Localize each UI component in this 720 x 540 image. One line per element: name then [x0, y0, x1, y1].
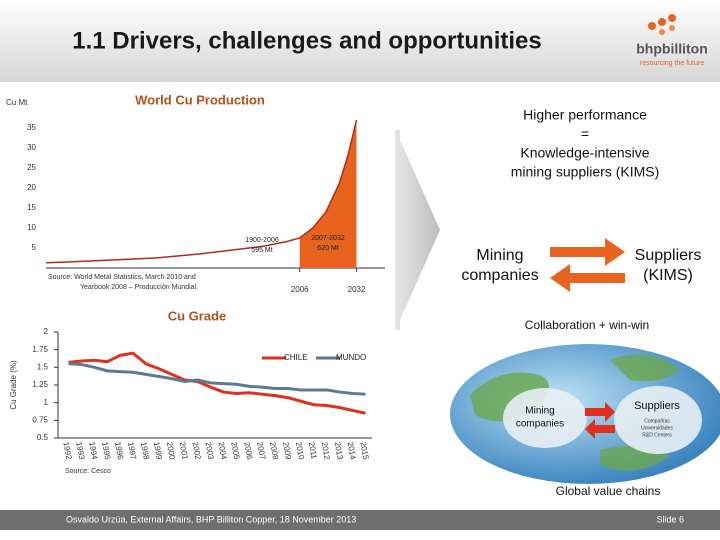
x-tick-label: 2005 — [229, 441, 241, 461]
y-tick-label: 1 — [44, 398, 49, 407]
x-tick-label: 2012 — [320, 441, 332, 461]
chart-title: Cu Grade — [168, 308, 227, 323]
slide-number: Slide 6 — [656, 514, 684, 524]
x-tick-label: 2002 — [191, 441, 203, 461]
caption: Global value chains — [556, 484, 661, 498]
production-line — [45, 119, 358, 264]
x-tick-label: 1993 — [74, 441, 86, 461]
arrow-left — [585, 419, 615, 439]
globe-node — [614, 386, 702, 454]
y-tick-label: 1.75 — [32, 345, 48, 354]
x-tick-label: 2006 — [242, 441, 254, 461]
annotation: 595 Mt — [251, 247, 272, 254]
x-tick-label: 2013 — [333, 441, 345, 461]
y-tick-label: 0.75 — [32, 415, 48, 424]
arrow-right — [585, 402, 615, 422]
y-axis-label: Cu Mt — [6, 98, 28, 107]
headline: Knowledge-intensive — [520, 145, 649, 161]
y-tick-label: 0.5 — [37, 433, 49, 442]
annotation: 620 Mt — [317, 245, 338, 252]
footer-text: Osvaldo Urzúa, External Affairs, BHP Bil… — [66, 514, 356, 524]
node-label: Suppliers — [635, 247, 702, 264]
x-tick-label: 2006 — [291, 285, 309, 294]
footer-bar — [0, 510, 720, 530]
y-tick-label: 5 — [32, 243, 37, 252]
source: Yearbook 2008 – Producción Mundial. — [80, 284, 198, 291]
headline: mining suppliers (KIMS) — [511, 164, 660, 180]
series-line — [68, 351, 366, 415]
x-tick-label: 2008 — [268, 441, 280, 461]
x-tick-label: 1999 — [152, 441, 164, 461]
y-tick-label: 1.5 — [37, 362, 49, 371]
x-tick-label: 1994 — [87, 441, 99, 461]
header-band — [0, 0, 720, 82]
x-tick-label: 1997 — [126, 441, 138, 461]
legend-label: CHILE — [284, 353, 308, 362]
x-tick-label: 2004 — [216, 441, 228, 461]
node-label: Mining — [476, 247, 523, 264]
x-tick-label: 2001 — [178, 441, 190, 461]
headline: = — [581, 126, 589, 142]
x-tick-label: 1998 — [139, 441, 151, 461]
y-tick-label: 25 — [27, 163, 36, 172]
annotation: 2007-2032 — [311, 235, 345, 242]
x-tick-label: 2003 — [203, 441, 215, 461]
y-tick-label: 10 — [27, 223, 36, 232]
globe-item: Universidades — [641, 425, 673, 431]
globe-item: R&D Centers — [642, 432, 672, 438]
y-tick-label: 1.25 — [32, 380, 48, 389]
x-tick-label: 2000 — [165, 441, 177, 461]
panel: Higher performance = Knowledge-intensive… — [450, 107, 720, 498]
logo-tagline: resourcing the future — [640, 60, 704, 67]
caption: Collaboration + win-win — [525, 318, 649, 332]
source: Source: World Metal Statistics, March 20… — [48, 274, 196, 281]
x-tick-label: 2032 — [348, 285, 366, 294]
headline: Higher performance — [523, 107, 647, 123]
y-axis-label: Cu Grade (%) — [9, 360, 18, 410]
legend-label: MUNDO — [336, 353, 366, 362]
annotation: 1900-2006 — [245, 237, 279, 244]
shaded-area — [299, 120, 357, 268]
node-label: (KIMS) — [643, 267, 693, 284]
logo-name: bhpbilliton — [636, 41, 708, 57]
slide-title: 1.1 Drivers, challenges and opportunitie… — [72, 27, 541, 54]
x-tick-label: 1995 — [100, 441, 112, 461]
y-tick-label: 30 — [27, 143, 36, 152]
globe-item: Compañías — [644, 418, 670, 424]
globe-label: companies — [516, 419, 564, 430]
globe-label: Mining — [525, 406, 554, 417]
x-tick-label: 2009 — [281, 441, 293, 461]
globe-node — [503, 388, 587, 448]
source: Source: Cesco — [65, 468, 111, 475]
x-tick-label: 2014 — [346, 441, 358, 461]
globe-label: Suppliers — [634, 400, 680, 412]
y-tick-label: 20 — [27, 183, 36, 192]
x-tick-label: 2007 — [255, 441, 267, 461]
arrow-right — [550, 238, 625, 266]
x-tick-label: 1996 — [113, 441, 125, 461]
y-tick-label: 35 — [27, 123, 36, 132]
node-label: companies — [461, 267, 538, 284]
arrow-left — [550, 264, 625, 292]
y-tick-label: 15 — [27, 203, 36, 212]
logo: bhpbilliton resourcing the future — [636, 14, 708, 67]
x-tick-label: 2010 — [294, 441, 306, 461]
series-line — [68, 362, 366, 396]
chart-title: World Cu Production — [135, 92, 265, 107]
continents — [470, 354, 680, 471]
big-arrow — [395, 130, 440, 330]
x-tick-label: 2015 — [358, 441, 370, 461]
y-tick-label: 2 — [44, 327, 49, 336]
x-tick-label: 2011 — [307, 441, 319, 460]
x-tick-label: 1992 — [61, 441, 73, 461]
